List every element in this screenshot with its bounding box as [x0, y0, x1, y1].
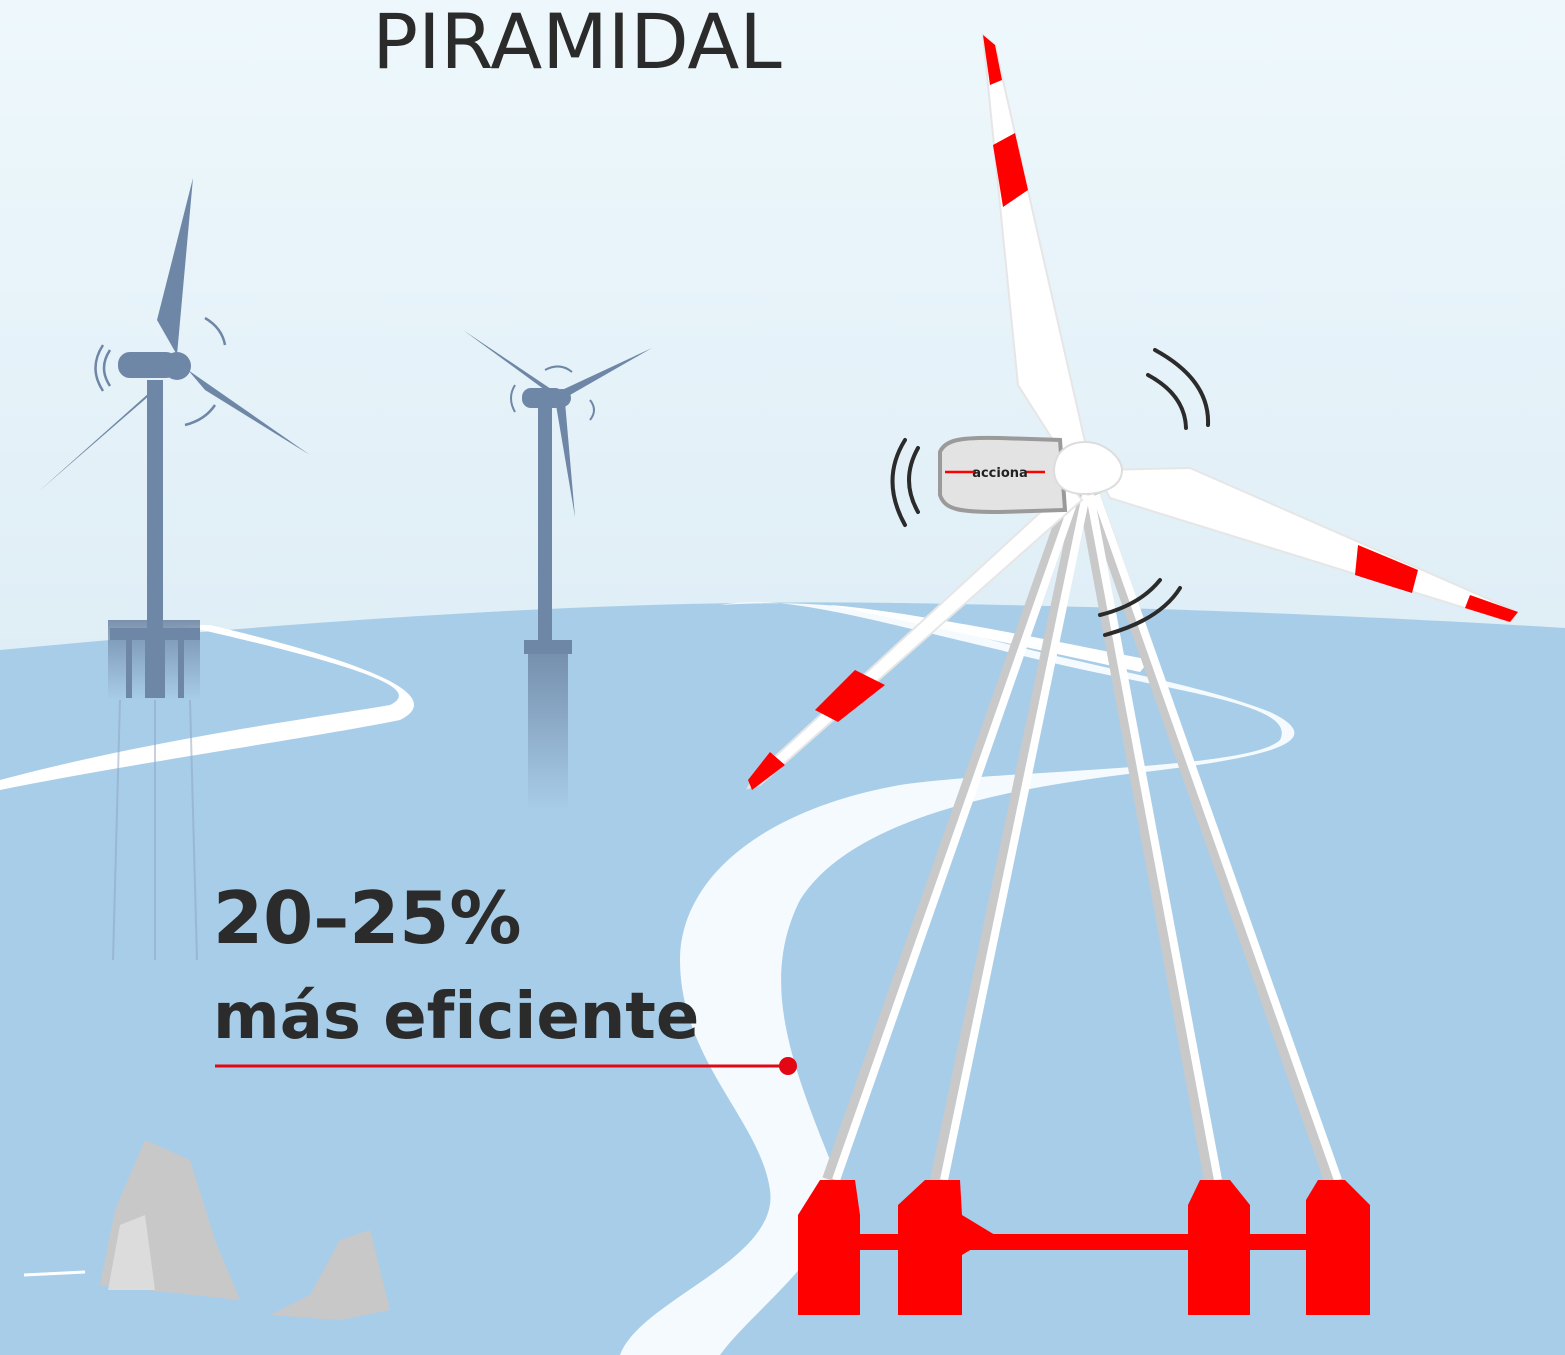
- far-turbine-left-part: [126, 640, 132, 698]
- page: {"title": "PIRAMIDAL", "stat": {"value":…: [0, 0, 1565, 1355]
- far-turbine-right-part: [553, 389, 571, 407]
- floats-part: [1306, 1180, 1370, 1315]
- far-turbine-right-part: [524, 640, 572, 654]
- illustration: acciona PIRAMIDAL 20–25% más eficiente: [0, 0, 1565, 1355]
- logo-text: acciona: [972, 466, 1028, 481]
- far-turbine-left-part: [147, 380, 163, 630]
- far-turbine-left-part: [178, 640, 184, 698]
- far-turbine-left-part: [145, 640, 165, 698]
- callout-dot: [779, 1057, 797, 1075]
- far-turbine-right-part: [528, 650, 568, 810]
- floats-part: [1188, 1180, 1250, 1315]
- far-turbine-left-part: [163, 352, 191, 380]
- stat-label: más eficiente: [213, 980, 699, 1054]
- floats-part: [798, 1180, 860, 1315]
- far-turbine-right-part: [538, 400, 552, 642]
- stat-value: 20–25%: [213, 876, 522, 960]
- title: PIRAMIDAL: [372, 0, 781, 86]
